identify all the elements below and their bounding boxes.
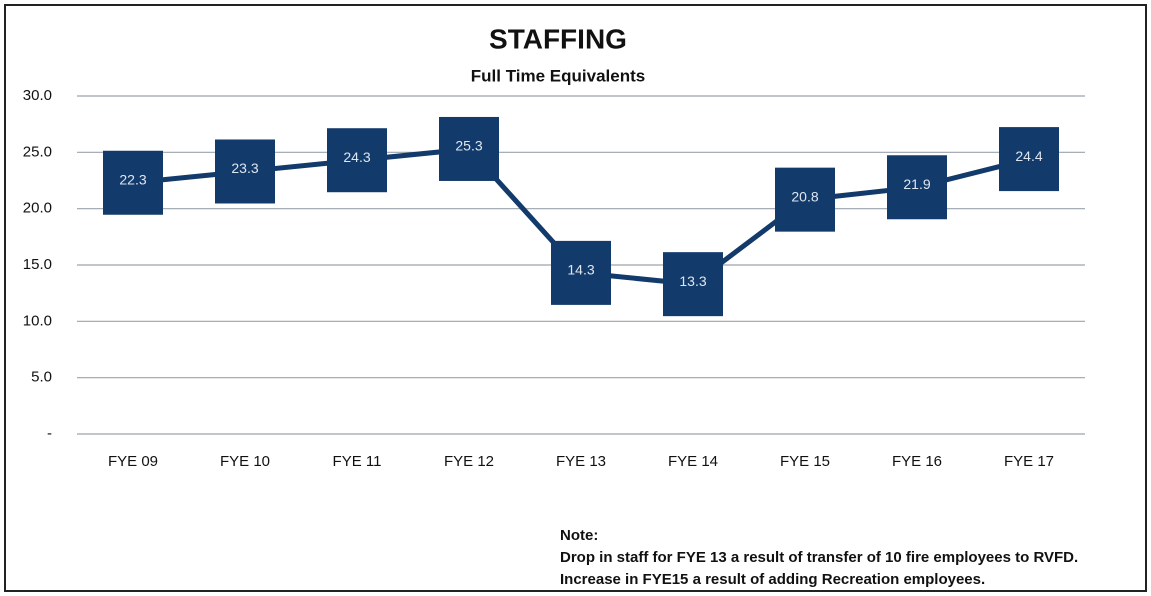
y-tick-label: 15.0	[23, 256, 52, 273]
x-tick-label: FYE 11	[333, 453, 382, 470]
x-tick-label: FYE 12	[444, 453, 494, 470]
x-tick-label: FYE 09	[108, 453, 158, 470]
y-tick-label: 5.0	[31, 369, 52, 386]
note-title: Note:	[560, 527, 598, 544]
point-marker	[551, 240, 611, 305]
x-tick-label: FYE 15	[780, 453, 830, 470]
x-tick-label: FYE 13	[556, 453, 606, 470]
data-label: 22.3	[119, 171, 146, 187]
x-tick-label: FYE 10	[220, 453, 270, 470]
note-line: Increase in FYE15 a result of adding Rec…	[560, 571, 985, 588]
data-label: 13.3	[679, 273, 706, 289]
point-marker	[663, 252, 723, 317]
data-label: 14.3	[567, 262, 594, 278]
x-tick-label: FYE 16	[892, 453, 942, 470]
point-marker	[887, 155, 947, 220]
y-tick-label: 30.0	[23, 87, 52, 104]
point-marker	[327, 128, 387, 193]
data-label: 20.8	[791, 188, 818, 204]
data-label: 24.3	[343, 149, 370, 165]
chart-title: STAFFING	[489, 23, 627, 54]
y-tick-label: 20.0	[23, 200, 52, 217]
point-marker	[999, 127, 1059, 192]
chart-subtitle: Full Time Equivalents	[471, 66, 645, 85]
x-tick-label: FYE 14	[668, 453, 718, 470]
y-tick-label: -	[47, 425, 52, 442]
y-tick-label: 25.0	[23, 143, 52, 160]
data-label: 21.9	[903, 176, 930, 192]
note-line: Drop in staff for FYE 13 a result of tra…	[560, 549, 1078, 566]
data-label: 24.4	[1015, 148, 1042, 164]
point-marker	[775, 167, 835, 232]
y-tick-label: 10.0	[23, 312, 52, 329]
data-label: 23.3	[231, 160, 258, 176]
point-marker	[439, 116, 499, 181]
data-label: 25.3	[455, 138, 482, 154]
point-marker	[215, 139, 275, 204]
x-tick-label: FYE 17	[1004, 453, 1054, 470]
point-marker	[103, 150, 163, 215]
